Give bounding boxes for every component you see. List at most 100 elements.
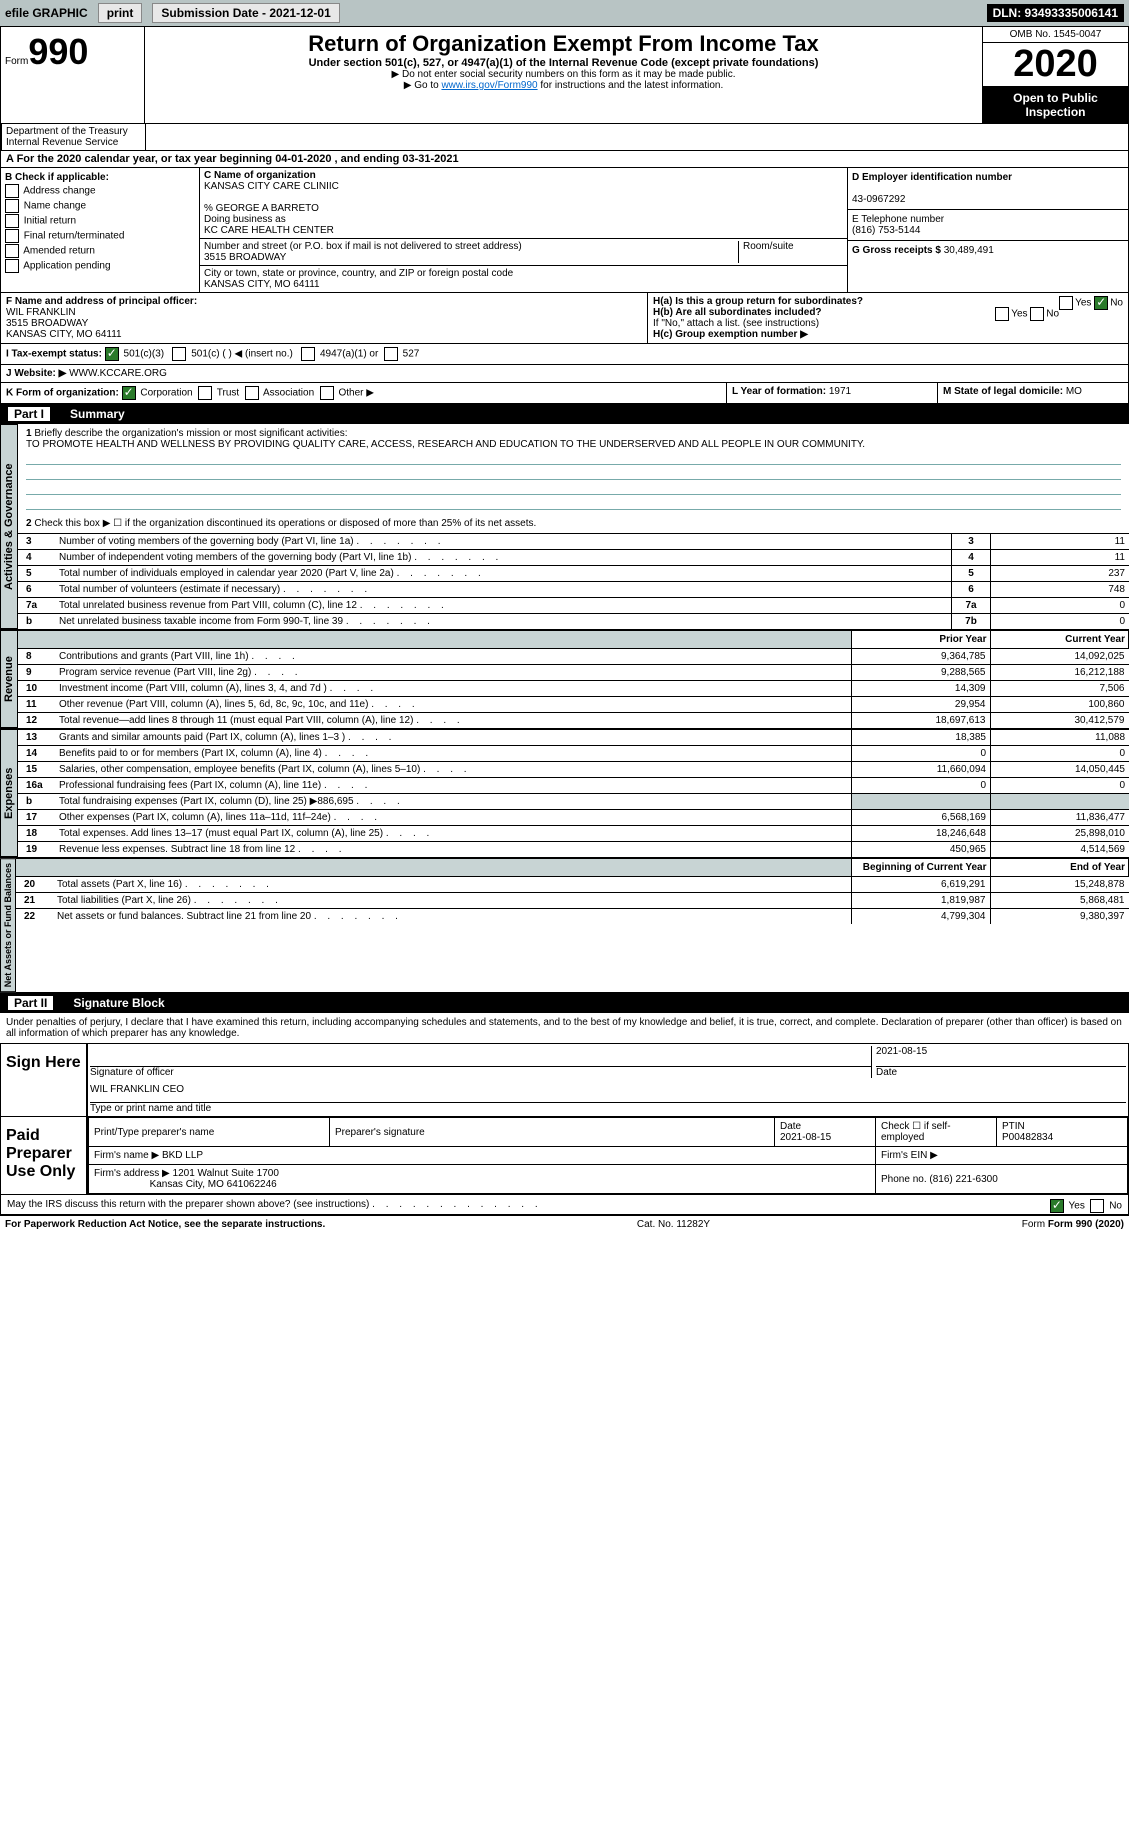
city-label: City or town, state or province, country… [204, 268, 843, 279]
check-amended[interactable]: Amended return [5, 244, 195, 258]
check-other[interactable] [320, 386, 334, 400]
box-b: B Check if applicable: Address change Na… [1, 168, 200, 292]
check-address-change[interactable]: Address change [5, 184, 195, 198]
side-governance: Activities & Governance [0, 424, 18, 629]
street-address: 3515 BROADWAY [204, 252, 738, 263]
box-f: F Name and address of principal officer:… [1, 293, 648, 343]
dba-label: Doing business as [204, 214, 843, 225]
box-j: J Website: ▶ WWW.KCCARE.ORG [1, 365, 1128, 382]
ha-yes: Yes [1075, 298, 1091, 309]
prep-sig-label: Preparer's signature [330, 1118, 775, 1147]
check-self-employed: Check ☐ if self-employed [876, 1118, 997, 1147]
prep-phone: (816) 221-6300 [929, 1174, 997, 1185]
box-k: K Form of organization: Corporation Trus… [1, 383, 727, 403]
section-a: A For the 2020 calendar year, or tax yea… [0, 151, 1129, 168]
check-4947[interactable] [301, 347, 315, 361]
discuss-yes-check[interactable] [1050, 1199, 1064, 1213]
check-corp[interactable] [122, 386, 136, 400]
firm-name-label: Firm's name ▶ [94, 1150, 159, 1161]
check-trust[interactable] [198, 386, 212, 400]
sign-here-section: Sign Here Signature of officer 2021-08-1… [0, 1043, 1129, 1117]
tax-status-label: I Tax-exempt status: [6, 349, 102, 360]
check-pending[interactable]: Application pending [5, 259, 195, 273]
officer-label: F Name and address of principal officer: [6, 296, 642, 307]
part2-num: Part II [8, 996, 53, 1010]
ein-label: D Employer identification number [852, 172, 1124, 183]
subtitle: Under section 501(c), 527, or 4947(a)(1)… [149, 57, 978, 69]
revenue-table: Prior YearCurrent Year8Contributions and… [18, 630, 1129, 728]
box-i: I Tax-exempt status: 501(c)(3) 501(c) ( … [1, 344, 1128, 364]
preparer-table: Print/Type preparer's name Preparer's si… [88, 1117, 1128, 1194]
form-ref: Form Form 990 (2020) [1022, 1219, 1124, 1230]
hc-label: H(c) Group exemption number ▶ [653, 329, 1123, 340]
addr-label: Number and street (or P.O. box if mail i… [204, 241, 738, 252]
instruction-2: ▶ Go to www.irs.gov/Form990 for instruct… [149, 80, 978, 91]
declaration-text: Under penalties of perjury, I declare th… [0, 1013, 1129, 1043]
org-name-label: C Name of organization [204, 170, 843, 181]
mission-text: TO PROMOTE HEALTH AND WELLNESS BY PROVID… [26, 439, 865, 450]
firm-city: Kansas City, MO 641062246 [150, 1179, 277, 1190]
firm-addr-label: Firm's address ▶ [94, 1168, 170, 1179]
info-grid: B Check if applicable: Address change Na… [0, 168, 1129, 293]
hb-no: No [1046, 309, 1059, 320]
city-state-zip: KANSAS CITY, MO 64111 [204, 279, 843, 290]
website-value: WWW.KCCARE.ORG [69, 368, 167, 379]
dept-box: Department of the Treasury Internal Reve… [1, 124, 146, 150]
inst2-pre: ▶ Go to [404, 80, 442, 91]
box-l: L Year of formation: 1971 [727, 383, 938, 403]
expenses-table: 13Grants and similar amounts paid (Part … [18, 729, 1129, 857]
check-assoc[interactable] [245, 386, 259, 400]
line2-text: Check this box ▶ ☐ if the organization d… [34, 518, 536, 529]
dept-treasury: Department of the Treasury [6, 126, 141, 137]
submission-date: Submission Date - 2021-12-01 [152, 3, 339, 23]
side-expenses: Expenses [0, 729, 18, 857]
discuss-yes: Yes [1069, 1201, 1085, 1212]
gross-receipts-value: 30,489,491 [944, 245, 994, 256]
inst2-post: for instructions and the latest informat… [538, 80, 724, 91]
year-formation-label: L Year of formation: [732, 386, 826, 397]
check-527[interactable] [384, 347, 398, 361]
officer-name-title: WIL FRANKLIN CEO [90, 1078, 1126, 1103]
check-initial-return[interactable]: Initial return [5, 214, 195, 228]
dln-label: DLN: 93493335006141 [987, 4, 1124, 22]
website-label: J Website: ▶ [6, 368, 66, 379]
sig-date: 2021-08-15 [876, 1046, 1126, 1067]
part1-num: Part I [8, 407, 50, 421]
org-name: KANSAS CITY CARE CLINIIC [204, 181, 843, 192]
check-final-return[interactable]: Final return/terminated [5, 229, 195, 243]
ein-value: 43-0967292 [852, 194, 1124, 205]
officer-city: KANSAS CITY, MO 64111 [6, 329, 642, 340]
print-button[interactable]: print [98, 3, 143, 23]
discuss-no-check[interactable] [1090, 1199, 1104, 1213]
discuss-text: May the IRS discuss this return with the… [7, 1199, 369, 1210]
phone-label: E Telephone number [852, 214, 1124, 225]
firm-addr: 1201 Walnut Suite 1700 [173, 1168, 279, 1179]
ha-label: H(a) Is this a group return for subordin… [653, 296, 863, 307]
year-formation: 1971 [829, 386, 851, 397]
phone-value: (816) 753-5144 [852, 225, 1124, 236]
check-501c3[interactable] [105, 347, 119, 361]
footer: For Paperwork Reduction Act Notice, see … [0, 1215, 1129, 1233]
part2-title: Signature Block [73, 996, 164, 1010]
main-title: Return of Organization Exempt From Incom… [149, 31, 978, 57]
irs-link[interactable]: www.irs.gov/Form990 [441, 80, 537, 91]
cat-number: Cat. No. 11282Y [637, 1219, 710, 1230]
ptin-value: P00482834 [1002, 1132, 1053, 1143]
open-public: Open to Public Inspection [983, 87, 1128, 123]
mission-label: Briefly describe the organization's miss… [34, 428, 347, 439]
box-h: H(a) Is this a group return for subordin… [648, 293, 1128, 343]
check-501c[interactable] [172, 347, 186, 361]
part1-header: Part I Summary [0, 404, 1129, 424]
paperwork-notice: For Paperwork Reduction Act Notice, see … [5, 1219, 325, 1230]
side-revenue: Revenue [0, 630, 18, 728]
paid-preparer-section: Paid Preparer Use Only Print/Type prepar… [0, 1117, 1129, 1195]
check-name-change[interactable]: Name change [5, 199, 195, 213]
row-j: J Website: ▶ WWW.KCCARE.ORG [0, 365, 1129, 383]
governance-table: 3Number of voting members of the governi… [18, 533, 1129, 629]
officer-addr: 3515 BROADWAY [6, 318, 642, 329]
year-box: OMB No. 1545-0047 2020 Open to Public In… [982, 27, 1128, 123]
form-number-box: Form990 [1, 27, 145, 123]
row-klm: K Form of organization: Corporation Trus… [0, 383, 1129, 404]
side-netassets: Net Assets or Fund Balances [0, 858, 16, 992]
top-bar: efile GRAPHIC print Submission Date - 20… [0, 0, 1129, 26]
